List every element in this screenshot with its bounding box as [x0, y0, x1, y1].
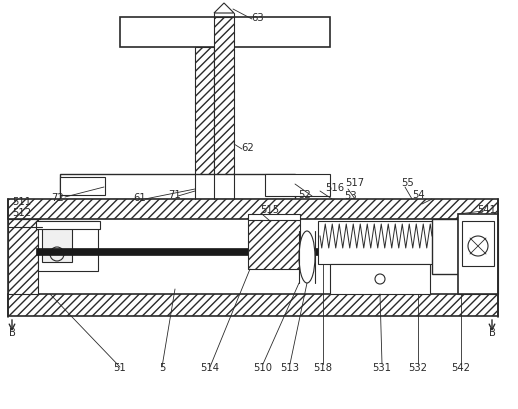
Bar [248, 214, 300, 220]
Text: 53: 53 [343, 191, 356, 200]
Bar [8, 294, 498, 316]
Bar [330, 264, 430, 294]
Text: 71: 71 [169, 189, 181, 200]
Text: 513: 513 [281, 362, 299, 372]
Text: 62: 62 [241, 143, 254, 153]
Text: 514: 514 [200, 362, 220, 372]
Bar [8, 200, 498, 220]
Text: 516: 516 [325, 182, 344, 193]
Bar [36, 248, 454, 255]
Bar [248, 220, 300, 270]
Text: 532: 532 [409, 362, 427, 372]
Bar [120, 18, 330, 48]
Text: 542: 542 [452, 362, 470, 372]
Bar [60, 178, 105, 196]
Text: 61: 61 [134, 193, 147, 202]
Text: 52: 52 [298, 189, 311, 200]
Bar [265, 175, 330, 196]
Text: 72: 72 [52, 193, 64, 202]
Polygon shape [214, 4, 234, 14]
Text: 55: 55 [401, 178, 414, 188]
Bar [60, 175, 295, 200]
Text: 541: 541 [478, 204, 496, 214]
Text: 5: 5 [159, 362, 165, 372]
Bar [195, 48, 214, 195]
Bar [318, 221, 435, 264]
Text: B: B [488, 327, 495, 337]
Bar [8, 220, 38, 294]
Bar [42, 227, 72, 262]
Bar [36, 221, 100, 229]
Text: 515: 515 [261, 204, 280, 214]
Text: 512: 512 [12, 207, 31, 218]
Text: 517: 517 [346, 178, 365, 188]
Bar [458, 220, 498, 294]
Text: 510: 510 [253, 362, 272, 372]
Bar [458, 214, 498, 294]
Text: B: B [9, 327, 16, 337]
Text: 511: 511 [12, 196, 31, 207]
Text: 63: 63 [252, 13, 264, 23]
Text: 54: 54 [412, 189, 424, 200]
Bar [462, 221, 494, 266]
Bar [432, 220, 458, 274]
Text: 518: 518 [313, 362, 333, 372]
Text: 531: 531 [372, 362, 392, 372]
Ellipse shape [299, 231, 315, 283]
Bar [38, 221, 98, 271]
Bar [214, 18, 234, 195]
Text: 51: 51 [113, 362, 126, 372]
